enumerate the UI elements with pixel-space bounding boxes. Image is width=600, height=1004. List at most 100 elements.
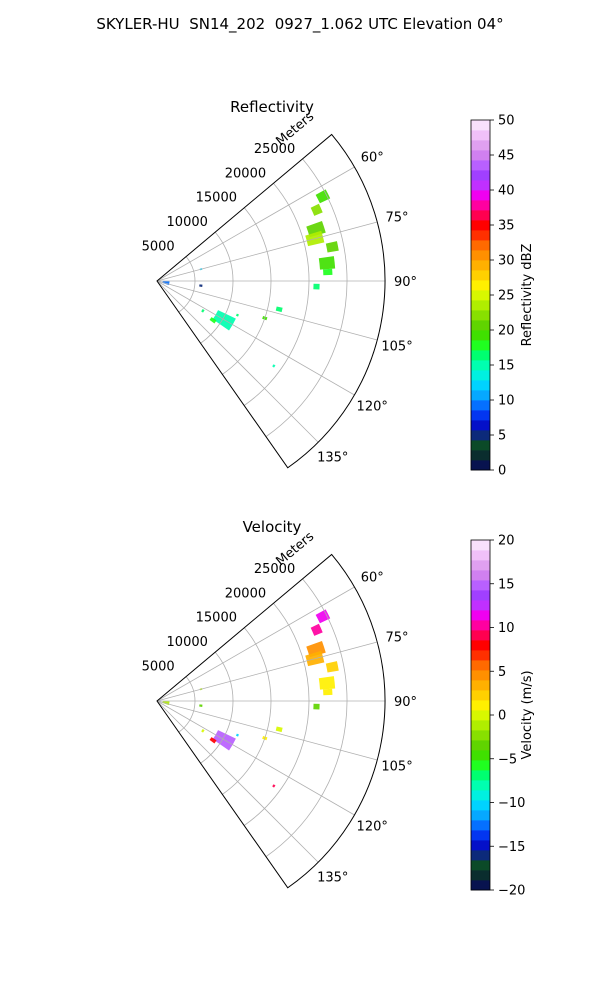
radial-tick-label: 5000 xyxy=(142,240,175,255)
range-ring xyxy=(200,231,234,344)
azimuth-tick-label: 120° xyxy=(357,399,388,414)
range-ring xyxy=(222,207,272,375)
azimuth-gridline xyxy=(156,586,355,702)
colorbar-segment xyxy=(471,190,490,201)
colorbar-segment xyxy=(471,430,490,441)
echo-cell xyxy=(323,688,333,696)
colorbar-segment xyxy=(471,320,490,331)
colorbar-tick-label: 35 xyxy=(498,219,515,234)
radial-tick-label: 20000 xyxy=(225,166,266,181)
colorbar-segment xyxy=(471,780,490,791)
azimuth-gridline xyxy=(156,700,355,816)
colorbar-segment xyxy=(471,250,490,261)
azimuth-gridline xyxy=(156,700,319,863)
range-ring xyxy=(178,676,196,733)
range-ring xyxy=(243,603,310,826)
echo-cell xyxy=(313,283,320,290)
azimuth-gridline xyxy=(156,166,355,282)
colorbar-segment xyxy=(471,700,490,711)
colorbar-segment xyxy=(471,290,490,301)
colorbar-segment xyxy=(471,740,490,751)
radial-tick-label: 20000 xyxy=(225,586,266,601)
echo-cell xyxy=(272,364,276,368)
echo-cell xyxy=(235,313,239,317)
azimuth-tick-label: 135° xyxy=(317,871,348,886)
echo-cell xyxy=(315,609,331,624)
radial-tick-label: 25000 xyxy=(254,142,295,157)
colorbar-segment xyxy=(471,620,490,631)
sector-frame xyxy=(156,133,386,469)
colorbar-segment xyxy=(471,750,490,761)
azimuth-gridline xyxy=(156,641,378,702)
range-ring xyxy=(222,627,272,795)
azimuth-tick-label: 60° xyxy=(361,151,384,166)
polar-panel-velocity: 500010000150002000025000Meters60°75°90°1… xyxy=(142,518,535,899)
figure-title: SKYLER-HU SN14_202 0927_1.062 UTC Elevat… xyxy=(96,15,504,33)
colorbar-tick-label: 0 xyxy=(498,464,506,479)
colorbar-segment xyxy=(471,120,490,131)
colorbar-tick-label: 30 xyxy=(498,254,515,269)
azimuth-tick-label: 120° xyxy=(357,819,388,834)
colorbar-tick-label: 20 xyxy=(498,324,515,339)
colorbar-segment xyxy=(471,680,490,691)
colorbar-segment xyxy=(471,570,490,581)
colorbar-segment xyxy=(471,130,490,141)
colorbar-segment xyxy=(471,140,490,151)
azimuth-gridline xyxy=(156,280,319,443)
colorbar-segment xyxy=(471,830,490,841)
echo-cell xyxy=(325,241,339,253)
echo-cell xyxy=(275,306,283,313)
colorbar-tick-label: 20 xyxy=(498,534,515,549)
colorbar-tick-label: 15 xyxy=(498,577,515,592)
colorbar-tick-label: −15 xyxy=(498,840,525,855)
panel-title: Reflectivity xyxy=(230,98,314,116)
colorbar-segment xyxy=(471,450,490,461)
azimuth-gridline xyxy=(156,221,378,282)
colorbar-segment xyxy=(471,800,490,811)
colorbar-segment xyxy=(471,670,490,681)
azimuth-tick-label: 90° xyxy=(394,695,417,710)
echo-cell xyxy=(199,704,203,707)
azimuth-tick-label: 75° xyxy=(386,211,409,226)
colorbar-segment xyxy=(471,270,490,281)
colorbar-tick-label: 10 xyxy=(498,394,515,409)
colorbar-segment xyxy=(471,550,490,561)
panel-title: Velocity xyxy=(243,518,302,536)
colorbar-segment xyxy=(471,600,490,611)
range-ring xyxy=(200,651,234,764)
colorbar-segment xyxy=(471,540,490,551)
colorbar-tick-label: −20 xyxy=(498,884,525,899)
echo-cell xyxy=(275,726,283,733)
colorbar-segment xyxy=(471,560,490,571)
colorbar-segment xyxy=(471,440,490,451)
colorbar-segment xyxy=(471,240,490,251)
colorbar-tick-label: −5 xyxy=(498,752,517,767)
echo-cell xyxy=(199,284,203,287)
echo-cell xyxy=(209,737,217,744)
colorbar-segment xyxy=(471,300,490,311)
echo-cell xyxy=(201,728,205,733)
range-ring xyxy=(265,158,348,437)
echo-cell xyxy=(313,703,320,710)
colorbar-segment xyxy=(471,820,490,831)
colorbar-segment xyxy=(471,660,490,671)
colorbar-segment xyxy=(471,850,490,861)
colorbar-tick-label: 5 xyxy=(498,665,506,680)
colorbar-segment xyxy=(471,710,490,721)
azimuth-gridline xyxy=(156,700,378,761)
radial-tick-label: 10000 xyxy=(167,215,208,230)
radial-tick-label: 5000 xyxy=(142,660,175,675)
echo-cell xyxy=(235,733,239,737)
colorbar-tick-label: 40 xyxy=(498,184,515,199)
colorbar-tick-label: 5 xyxy=(498,429,506,444)
colorbar-segment xyxy=(471,420,490,431)
colorbar-segment xyxy=(471,180,490,191)
azimuth-gridline xyxy=(156,280,355,396)
colorbar-tick-label: 45 xyxy=(498,149,515,164)
colorbar-segment xyxy=(471,170,490,181)
colorbar-segment xyxy=(471,790,490,801)
azimuth-gridline xyxy=(156,280,378,341)
colorbar-tick-label: 50 xyxy=(498,114,515,129)
